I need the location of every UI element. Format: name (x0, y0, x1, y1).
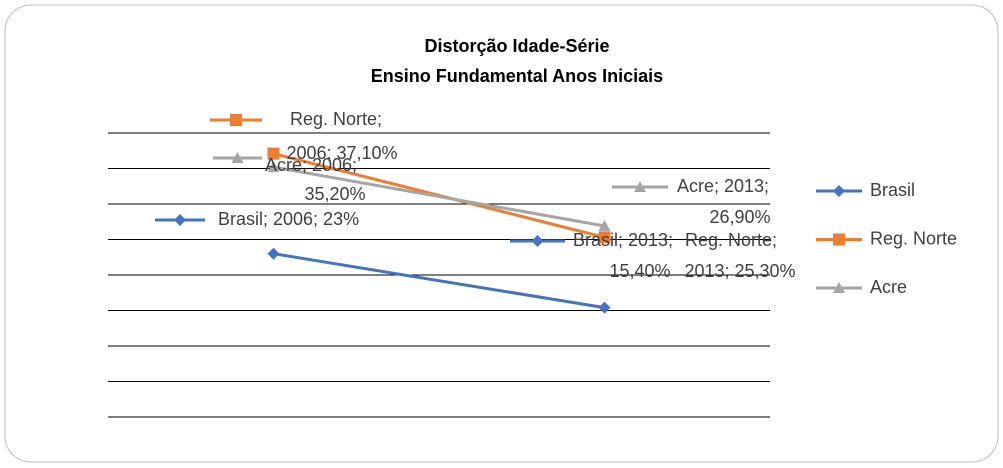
data-point (267, 161, 280, 173)
data-point (598, 220, 611, 232)
series-line (273, 252, 605, 310)
series-line (273, 165, 605, 228)
legend-label: Acre (870, 277, 907, 297)
data-label: Brasil; 2013; 15,40% (573, 230, 678, 281)
chart-title: Distorção Idade-Série (424, 36, 609, 56)
data-point (267, 247, 280, 260)
label-key-marker (230, 114, 242, 126)
legend-label: Brasil (870, 180, 915, 200)
legend-marker (833, 233, 845, 246)
data-point (267, 147, 280, 160)
data-label: Brasil; 2006; 23% (218, 209, 359, 229)
data-label: Reg. Norte; 2006; 37,10% (286, 109, 397, 163)
label-key-marker (174, 214, 186, 226)
label-key-marker (531, 235, 544, 247)
legend-label: Reg. Norte (870, 228, 957, 248)
data-label: Reg. Norte; 2013; 25,30% (684, 230, 795, 281)
label-key-marker (634, 181, 646, 192)
data-point (598, 301, 611, 314)
legend-marker (833, 185, 845, 197)
data-point (598, 231, 611, 244)
data-label: Acre; 2013; 26,90% (677, 176, 774, 227)
data-label: Acre; 2006; 35,20% (265, 155, 366, 204)
chart-subtitle: Ensino Fundamental Anos Iniciais (371, 66, 663, 86)
label-key-marker (231, 152, 244, 163)
legend-marker (833, 282, 845, 293)
